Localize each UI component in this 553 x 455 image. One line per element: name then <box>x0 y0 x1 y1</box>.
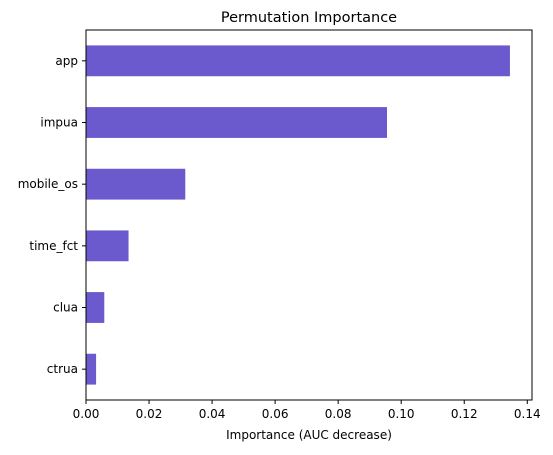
chart-title: Permutation Importance <box>221 10 397 26</box>
x-tick-label: 0.02 <box>136 407 163 421</box>
x-axis-label: Importance (AUC decrease) <box>226 428 392 442</box>
bar-clua <box>86 292 105 323</box>
y-tick-label: clua <box>53 301 78 315</box>
bar-app <box>86 45 510 77</box>
y-tick-label: impua <box>40 116 78 130</box>
bar-impua <box>86 107 388 138</box>
x-tick-label: 0.14 <box>514 407 541 421</box>
x-tick-label: 0.04 <box>199 407 226 421</box>
x-tick-label: 0.08 <box>325 407 352 421</box>
y-tick-label: ctrua <box>47 362 78 376</box>
x-tick-label: 0.00 <box>73 407 100 421</box>
y-tick-label: mobile_os <box>18 177 78 191</box>
x-tick-label: 0.06 <box>262 407 289 421</box>
x-tick-label: 0.12 <box>451 407 478 421</box>
bar-time-fct <box>86 230 129 262</box>
y-tick-label: app <box>55 54 78 68</box>
bar-mobile-os <box>86 168 186 200</box>
y-tick-label: time_fct <box>29 239 78 253</box>
bars-layer <box>86 45 510 385</box>
bar-ctrua <box>86 353 97 385</box>
plot-frame <box>85 29 533 401</box>
x-tick-label: 0.10 <box>388 407 415 421</box>
